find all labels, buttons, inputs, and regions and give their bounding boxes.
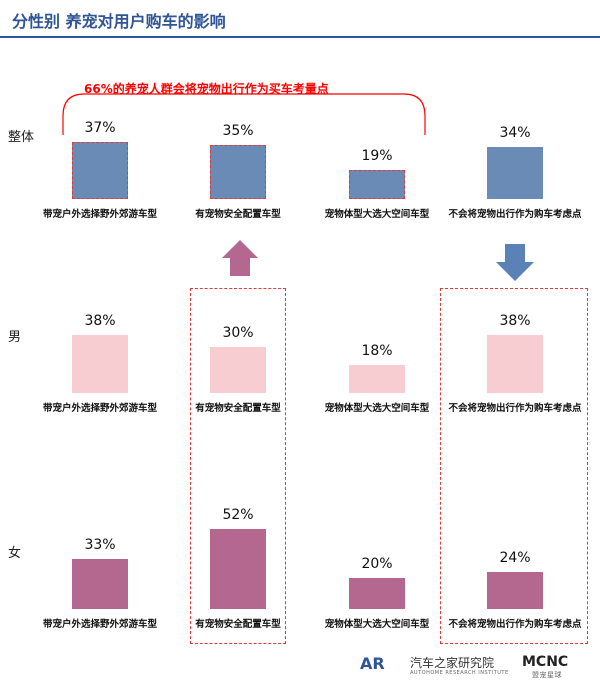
value-label-overall-outdoor: 37%	[84, 120, 116, 136]
bar-male-no-consider	[487, 335, 543, 393]
category-label-female-no-consider: 不会将宠物出行作为购车考虑点	[448, 619, 582, 630]
value-label-female-safety: 52%	[222, 507, 254, 523]
bar-male-outdoor	[72, 335, 128, 393]
row-label-female: 女	[8, 546, 22, 561]
bar-female-safety	[210, 529, 266, 609]
value-label-female-outdoor: 33%	[84, 537, 116, 553]
row-label-male: 男	[8, 330, 22, 345]
bar-overall-no-consider	[487, 147, 543, 199]
brand-name: 汽车之家研究院	[410, 656, 495, 670]
category-label-overall-no-consider: 不会将宠物出行作为购车考虑点	[448, 209, 582, 220]
row-label-overall: 整体	[8, 130, 35, 145]
value-label-female-no-consider: 24%	[499, 550, 531, 566]
category-label-overall-outdoor: 带宠户外选择野外郊游车型	[42, 209, 157, 220]
bar-female-no-consider	[487, 572, 543, 609]
category-label-male-no-consider: 不会将宠物出行作为购车考虑点	[448, 403, 582, 414]
value-label-male-outdoor: 38%	[84, 313, 116, 329]
bar-overall-outdoor	[72, 142, 128, 199]
partner-logo-icon: MCNC	[522, 654, 569, 670]
bar-overall-space	[349, 170, 405, 199]
page-title: 分性别 养宠对用户购车的影响	[12, 12, 226, 31]
category-label-male-safety: 有宠物安全配置车型	[195, 403, 281, 414]
value-label-male-space: 18%	[361, 343, 393, 359]
highlight-box-safety	[190, 288, 286, 644]
arrow-down-icon	[496, 244, 534, 281]
value-label-overall-no-consider: 34%	[499, 125, 531, 141]
arrow-up-icon	[222, 240, 258, 276]
category-label-female-safety: 有宠物安全配置车型	[195, 619, 281, 630]
brand-sub: AUTOHOME RESEARCH INSTITUTE	[410, 670, 509, 676]
category-label-female-outdoor: 带宠户外选择野外郊游车型	[42, 619, 157, 630]
value-label-male-no-consider: 38%	[499, 313, 531, 329]
category-label-male-outdoor: 带宠户外选择野外郊游车型	[42, 403, 157, 414]
callout-bracket	[62, 93, 426, 135]
bar-male-space	[349, 365, 405, 393]
category-label-overall-space: 宠物体型大选大空间车型	[324, 209, 430, 220]
value-label-overall-safety: 35%	[222, 123, 254, 139]
callout-text: 66%的养宠人群会将宠物出行作为买车考量点	[84, 80, 329, 97]
partner-name: 盟宠星球	[532, 671, 562, 679]
highlight-box-no-consider	[440, 288, 588, 644]
value-label-male-safety: 30%	[222, 325, 254, 341]
bar-male-safety	[210, 347, 266, 393]
value-label-overall-space: 19%	[361, 148, 393, 164]
category-label-overall-safety: 有宠物安全配置车型	[195, 209, 281, 220]
callout-percent: 66%	[84, 82, 113, 96]
bar-female-outdoor	[72, 559, 128, 609]
value-label-female-space: 20%	[361, 556, 393, 572]
callout-sentence: 的养宠人群会将宠物出行作为买车考量点	[112, 82, 329, 96]
category-label-female-space: 宠物体型大选大空间车型	[324, 619, 430, 630]
title-divider	[0, 36, 600, 38]
category-label-male-space: 宠物体型大选大空间车型	[324, 403, 430, 414]
bar-female-space	[349, 578, 405, 609]
bar-overall-safety	[210, 145, 266, 199]
autohome-logo-icon: AR	[360, 654, 385, 673]
